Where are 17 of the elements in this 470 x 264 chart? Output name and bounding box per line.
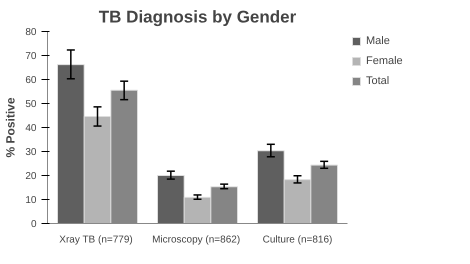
y-tick-label: 20 <box>25 171 37 182</box>
x-tick-label: Microscopy (n=862) <box>152 234 240 246</box>
y-tick-label: 0 <box>30 219 37 230</box>
y-tick-label: 10 <box>25 195 37 206</box>
y-axis-title: % Positive <box>3 97 18 158</box>
legend-label: Male <box>366 35 390 47</box>
legend-label: Female <box>366 55 403 67</box>
y-tick-label: 30 <box>25 147 37 158</box>
y-tick-label: 70 <box>25 51 37 62</box>
y-tick-label: 60 <box>25 75 37 86</box>
chart-title: TB Diagnosis by Gender <box>98 8 297 26</box>
y-tick-label: 40 <box>25 123 37 134</box>
x-tick-label: Xray TB (n=779) <box>59 234 133 246</box>
legend-label: Total <box>366 75 390 87</box>
y-tick-label: 50 <box>25 99 37 110</box>
y-tick-label: 80 <box>25 27 37 38</box>
x-tick-label: Culture (n=816) <box>262 234 332 246</box>
